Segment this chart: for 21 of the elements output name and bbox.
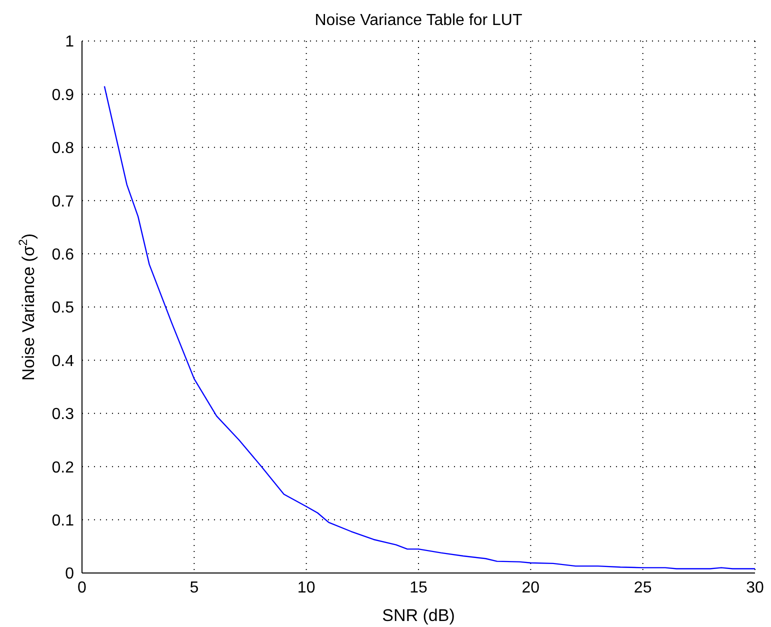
- x-tick-label: 10: [297, 579, 316, 596]
- x-tick-label: 15: [410, 579, 428, 596]
- x-tick-label: 20: [522, 579, 540, 596]
- y-tick-label: 0.8: [52, 140, 74, 158]
- y-tick-label: 0: [65, 566, 74, 583]
- x-tick-label: 30: [746, 579, 764, 596]
- x-axis-title: SNR (dB): [382, 606, 455, 625]
- y-tick-label: 0.4: [52, 352, 74, 370]
- y-tick-label: 0.7: [52, 193, 74, 210]
- x-tick-label: 25: [634, 579, 652, 596]
- x-tick-label: 0: [78, 579, 87, 596]
- y-tick-label: 0.9: [52, 86, 74, 104]
- x-tick-label: 5: [190, 579, 199, 596]
- y-tick-label: 0.6: [52, 246, 74, 264]
- y-tick-label: 0.1: [52, 512, 74, 530]
- line-series: [104, 86, 755, 570]
- chart-title: Noise Variance Table for LUT: [314, 12, 524, 30]
- y-tick-label: 0.3: [52, 406, 74, 424]
- y-tick-label: 1: [65, 34, 74, 51]
- y-tick-label: 0.5: [52, 300, 74, 317]
- y-tick-label: 0.2: [52, 459, 74, 476]
